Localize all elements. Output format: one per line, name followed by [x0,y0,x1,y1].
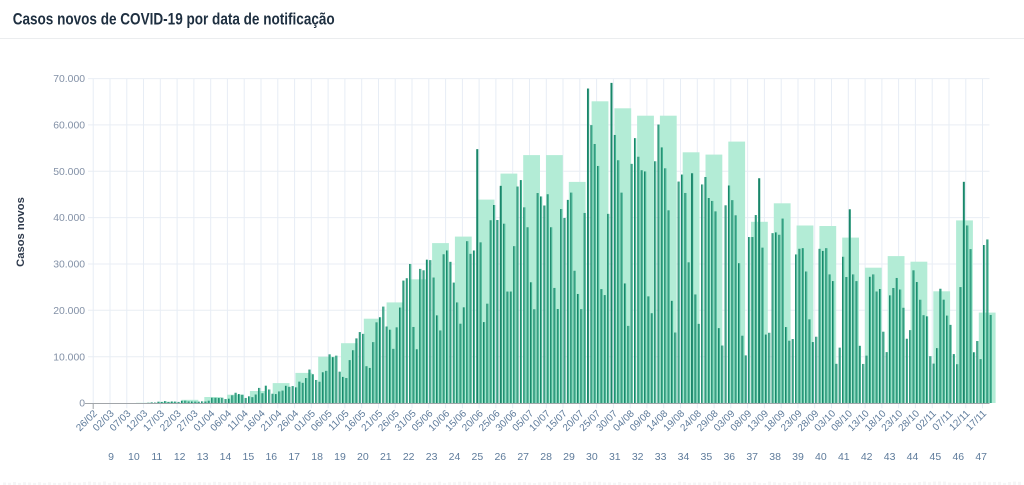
svg-text:10: 10 [128,451,140,463]
svg-text:9: 9 [108,451,114,463]
svg-text:14: 14 [220,451,232,463]
svg-text:39: 39 [792,451,804,463]
svg-text:43: 43 [884,451,896,463]
svg-text:33: 33 [655,451,667,463]
svg-text:Casos novos de COVID-19 por da: Casos novos de COVID-19 por data de noti… [13,10,335,29]
svg-text:30: 30 [586,451,598,463]
svg-text:12: 12 [174,451,186,463]
svg-text:25: 25 [472,451,484,463]
svg-text:11: 11 [151,451,162,463]
svg-text:Casos novos: Casos novos [15,197,27,267]
svg-text:20: 20 [357,451,369,463]
svg-text:30.000: 30.000 [53,260,85,271]
svg-text:20.000: 20.000 [53,306,85,317]
svg-text:36: 36 [723,451,735,463]
svg-text:46: 46 [952,451,964,463]
svg-text:35: 35 [701,451,713,463]
svg-text:31: 31 [609,451,621,463]
svg-text:40.000: 40.000 [53,213,85,224]
svg-text:47: 47 [975,451,987,463]
svg-text:10.000: 10.000 [53,352,85,363]
svg-text:0: 0 [79,399,85,410]
svg-text:28: 28 [540,451,552,463]
svg-text:17: 17 [288,451,300,463]
svg-text:19: 19 [334,451,346,463]
svg-text:22: 22 [403,451,415,463]
svg-text:29: 29 [563,451,575,463]
svg-text:26: 26 [494,451,506,463]
svg-text:23: 23 [426,451,438,463]
svg-text:24: 24 [449,451,461,463]
svg-text:37: 37 [746,451,758,463]
svg-text:60.000: 60.000 [53,121,85,132]
svg-text:27: 27 [517,451,529,463]
svg-text:40: 40 [815,451,827,463]
svg-text:45: 45 [930,451,942,463]
svg-text:38: 38 [769,451,781,463]
svg-text:70.000: 70.000 [53,74,85,85]
svg-text:41: 41 [838,451,850,463]
svg-text:44: 44 [907,451,919,463]
svg-text:42: 42 [861,451,873,463]
svg-text:13: 13 [197,451,209,463]
svg-text:34: 34 [678,451,690,463]
svg-text:18: 18 [311,451,323,463]
svg-text:16: 16 [265,451,277,463]
svg-text:21: 21 [380,451,392,463]
svg-text:50.000: 50.000 [53,167,85,178]
svg-text:32: 32 [632,451,644,463]
svg-text:15: 15 [243,451,255,463]
